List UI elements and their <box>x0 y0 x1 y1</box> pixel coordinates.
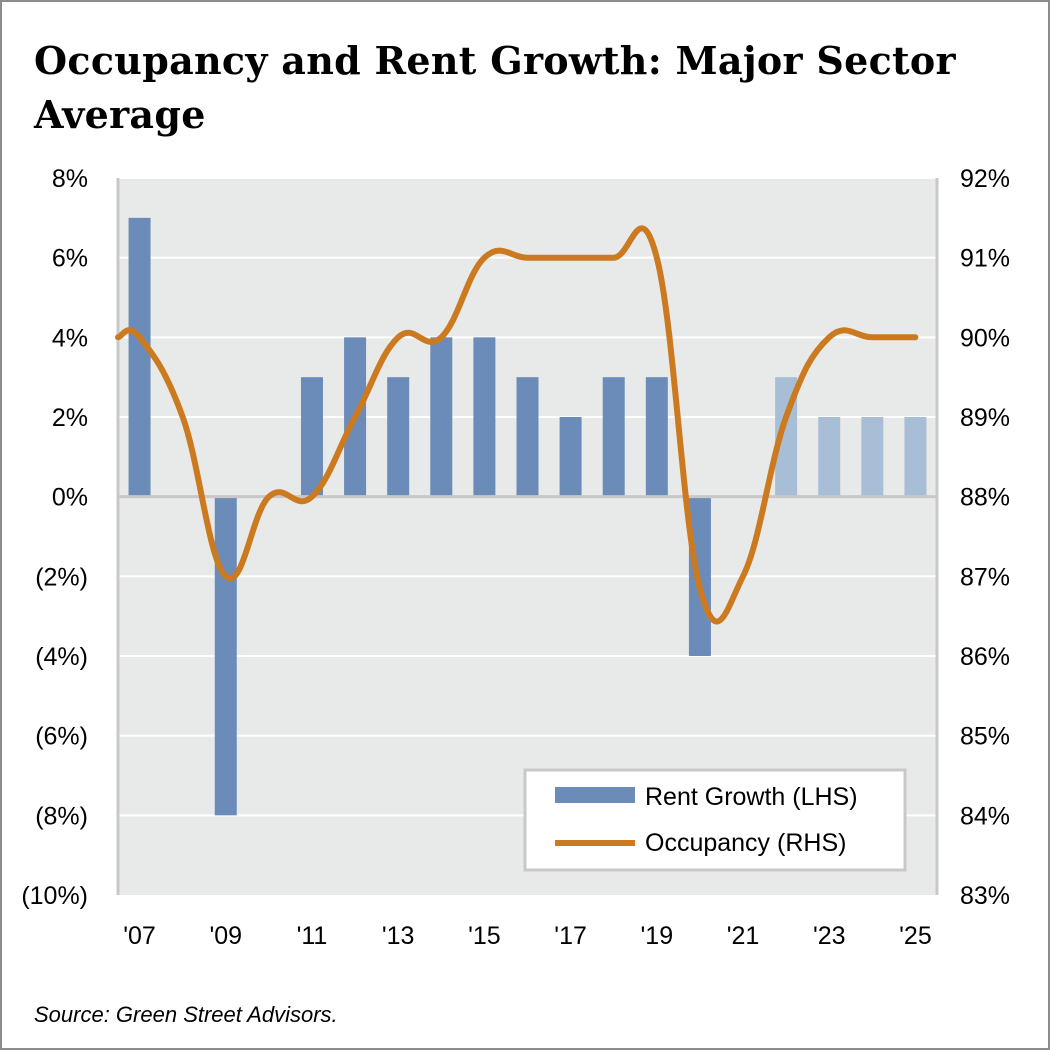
rent-growth-bar <box>473 337 496 497</box>
x-tick-label: '13 <box>382 922 415 950</box>
rent-growth-bar <box>300 377 323 497</box>
left-tick-label: (6%) <box>35 723 88 751</box>
right-tick-label: 83% <box>960 882 1010 910</box>
rent-growth-bar <box>214 496 237 816</box>
rent-growth-bar <box>430 337 453 497</box>
left-axis-ticks: 8% 6% 4% 2% 0% (2%) (4%) (6%) (8%) (10%) <box>21 165 88 910</box>
left-tick-label: 0% <box>52 484 88 512</box>
left-tick-label: (8%) <box>35 802 88 830</box>
left-tick-label: (4%) <box>35 643 88 671</box>
rent-growth-bar <box>602 377 625 497</box>
left-tick-label: 8% <box>52 165 88 193</box>
rent-growth-bar <box>387 377 410 497</box>
x-tick-label: '21 <box>727 922 760 950</box>
rent-growth-bar <box>559 417 582 497</box>
x-tick-label: '09 <box>209 922 242 950</box>
legend: Rent Growth (LHS) Occupancy (RHS) <box>523 768 907 872</box>
legend-box <box>523 768 907 872</box>
x-tick-label: '07 <box>123 922 156 950</box>
left-tick-label: 2% <box>52 404 88 432</box>
left-tick-label: 6% <box>52 245 88 273</box>
right-tick-label: 85% <box>960 723 1010 751</box>
legend-label-occupancy: Occupancy (RHS) <box>645 829 846 857</box>
right-tick-label: 92% <box>960 165 1010 193</box>
right-axis-ticks: 92% 91% 90% 89% 88% 87% 86% 85% 84% 83% <box>960 165 1010 910</box>
right-tick-label: 87% <box>960 563 1010 591</box>
left-tick-label: (10%) <box>21 882 88 910</box>
right-tick-label: 86% <box>960 643 1010 671</box>
right-tick-label: 88% <box>960 484 1010 512</box>
source-note: Source: Green Street Advisors. <box>34 1002 338 1027</box>
x-tick-label: '19 <box>641 922 674 950</box>
rent-growth-bar <box>128 217 151 497</box>
rent-growth-bar <box>861 417 884 497</box>
x-axis-ticks: '07 '09 '11 '13 '15 '17 '19 '21 '23 '25 <box>123 922 931 950</box>
left-tick-label: 4% <box>52 324 88 352</box>
right-tick-label: 91% <box>960 245 1010 273</box>
right-tick-label: 84% <box>960 802 1010 830</box>
x-tick-label: '15 <box>468 922 501 950</box>
right-tick-label: 90% <box>960 324 1010 352</box>
chart-title: Occupancy and Rent Growth: Major Sector … <box>34 38 956 137</box>
legend-swatch-rent-growth <box>555 787 635 803</box>
x-tick-label: '17 <box>554 922 587 950</box>
rent-growth-bar <box>516 377 539 497</box>
right-tick-label: 89% <box>960 404 1010 432</box>
left-tick-label: (2%) <box>35 563 88 591</box>
rent-growth-bar <box>645 377 668 497</box>
x-tick-label: '23 <box>813 922 846 950</box>
axes <box>116 178 939 895</box>
rent-growth-bar <box>818 417 841 497</box>
occupancy-line <box>115 225 919 625</box>
legend-label-rent-growth: Rent Growth (LHS) <box>645 783 858 811</box>
rent-growth-bar <box>904 417 927 497</box>
x-tick-label: '11 <box>297 922 328 950</box>
x-tick-label: '25 <box>899 922 932 950</box>
